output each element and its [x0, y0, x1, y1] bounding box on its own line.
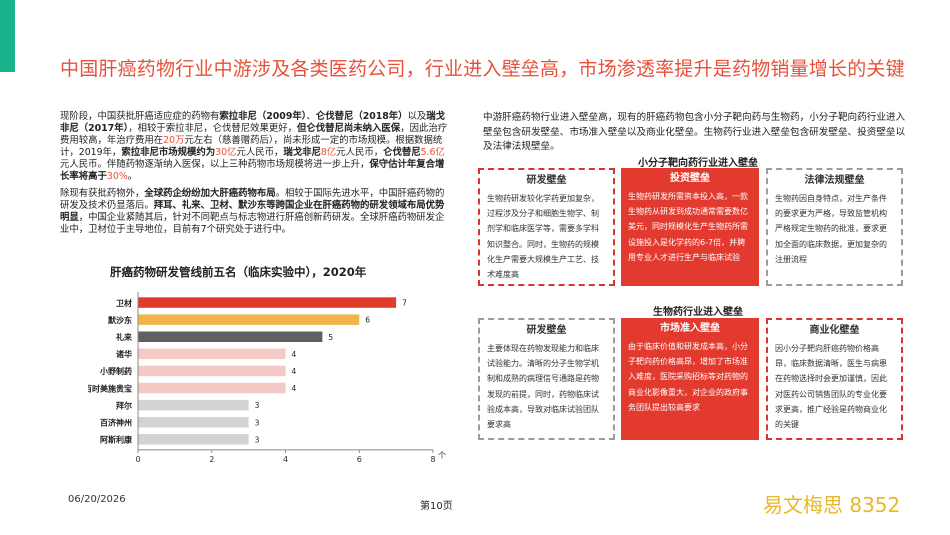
value-label: 5 — [328, 333, 333, 342]
value-label: 3 — [255, 435, 260, 444]
left-body-text: 现阶段，中国获批肝癌适应症的药物有索拉非尼（2009年）、仑伐替尼（2018年）… — [60, 111, 448, 240]
x-tick-label: 8 — [430, 455, 435, 464]
paragraph-global-layout: 除现有获批药物外，全球药企纷纷加大肝癌药物布局。相较于国际先进水平，中国肝癌药物… — [60, 188, 448, 236]
box-title: 商业化壁垒 — [809, 325, 860, 336]
value-label: 3 — [255, 401, 260, 410]
category-label: 礼来 — [116, 332, 133, 342]
small-molecule-barrier-heading: 小分子靶向药行业进入壁垒 — [638, 158, 758, 169]
category-label: 默沙东 — [108, 315, 132, 325]
p1-segment: 20万 — [163, 135, 185, 147]
p2-segment: 拜耳、礼来、卫材、默沙东等跨国企业在肝癌药物的研发领域布局优势明显 — [60, 199, 445, 223]
box-title: 投资壁垒 — [670, 173, 710, 184]
p1-segment: 现阶段，中国获批肝癌适应症的药物有 — [60, 111, 220, 122]
p1-segment: 瑞戈非尼（2017年） — [60, 111, 446, 135]
box-text: 生物药研发较化学药更加复杂，过程涉及分子和细胞生物学、制剂学和临床医学等，需要多… — [487, 194, 599, 280]
category-label: 百时美施贵宝 — [88, 383, 132, 393]
category-label: 小野制药 — [99, 366, 132, 376]
category-label: 百济神州 — [100, 417, 132, 427]
box-text: 生物药因自身特点，对生产条件的要求更为严格，导致监管机构严格规定生物药的批准，要… — [775, 194, 887, 264]
p1-segment: 30亿 — [215, 147, 237, 159]
biologic-barrier-heading: 生物药行业进入壁垒 — [653, 307, 743, 318]
p1-segment: 元左右（慈善赠药后），尚未形成一定的市场规模。根据数据统计，2019年， — [60, 135, 443, 159]
value-label: 4 — [292, 367, 297, 376]
paragraph-approved-drugs: 现阶段，中国获批肝癌适应症的药物有索拉非尼（2009年）、仑伐替尼（2018年）… — [60, 111, 448, 184]
category-label: 阿斯利康 — [100, 435, 133, 445]
footer-page-number: 第10页 — [420, 501, 453, 512]
value-label: 6 — [365, 316, 370, 325]
x-tick-label: 4 — [283, 455, 288, 464]
p1-segment: 仑伐替尼（2018年） — [315, 111, 408, 122]
box-text: 因小分子靶向肝癌药物价格高昂，临床数据清晰，医生与病患在药物选择时会更加谨慎，因… — [775, 344, 887, 430]
bar — [138, 399, 249, 411]
p1-segment: 仑伐替尼 — [383, 147, 421, 159]
p1-segment: 元人民币。伴随药物逐渐纳入医保，以上三种药物市场规模将进一步上升， — [60, 159, 370, 171]
footer-date: 06/20/2026 — [68, 494, 126, 505]
box-title: 法律法规壁垒 — [804, 175, 865, 186]
pipeline-bar-chart: 卫材 7 默沙东 6 礼来 5 诸华 4 小野制药 4 百时美施贵宝 4 拜尔 3 百济神州 3 阿斯利康 3 0 2… — [88, 292, 446, 464]
bar — [138, 331, 323, 342]
box-title: 市场准入壁垒 — [660, 323, 720, 334]
category-label: 卫材 — [116, 298, 132, 308]
p1-segment: 瑞戈非尼 — [283, 147, 321, 159]
bar — [138, 365, 286, 377]
box-text: 生物药研发所需资本投入高，一款生物药从研发到成功通常需要数亿美元，同时规模化生产… — [628, 192, 748, 262]
x-tick-label: 2 — [209, 455, 214, 464]
p1-segment: 30% — [106, 171, 128, 183]
page-title: 中国肝癌药物行业中游涉及各类医药公司，行业进入壁垒高，市场渗透率提升是药物销量增… — [60, 58, 905, 80]
value-label: 4 — [292, 350, 297, 359]
p1-segment: 但仑伐替尼尚未纳入医保 — [297, 123, 401, 135]
p1-segment: 元人民币， — [236, 147, 284, 159]
bar — [138, 348, 286, 360]
bar — [138, 382, 286, 394]
sm-rd-barrier-box: 研发壁垒 生物药研发较化学药更加复杂，过程涉及分子和细胞生物学、制剂学和临床医学… — [478, 168, 615, 286]
x-tick-label: 0 — [135, 455, 140, 464]
p1-segment: 。 — [127, 171, 138, 183]
p1-segment: 8亿 — [320, 147, 337, 159]
investment-barrier-box: 投资壁垒 生物药研发所需资本投入高，一款生物药从研发到成功通常需要数亿美元，同时… — [621, 168, 759, 286]
box-title: 研发壁垒 — [526, 325, 567, 336]
footer-brand-watermark: 易文梅思 8352 — [763, 493, 901, 517]
value-label: 3 — [255, 418, 260, 427]
category-label: 诸华 — [116, 349, 132, 359]
p1-segment: 索拉非尼（2009年） — [219, 111, 307, 122]
bar — [138, 314, 360, 325]
value-label: 7 — [402, 299, 407, 308]
box-title: 研发壁垒 — [526, 175, 567, 186]
x-unit-label: 个 — [438, 451, 446, 460]
accent-bar — [0, 0, 15, 72]
p1-segment: 、 — [306, 111, 316, 122]
p2-segment: 。相较于国际先进水平，中国肝癌药物的研发及技术仍显落后。 — [60, 187, 445, 211]
chart-title: 肝癌药物研发管线前五名（临床实验中），2020年 — [110, 265, 367, 279]
value-label: 4 — [292, 384, 297, 393]
p1-segment: ，相较于索拉非尼，仑伐替尼效果更好， — [128, 123, 298, 135]
category-label: 拜尔 — [116, 400, 132, 410]
box-text: 主要体现在药物发现能力和临床试验能力。清晰的分子生物学机制和成熟的病理信号通路是… — [487, 344, 599, 430]
box-text: 由于临床价值和研发成本高，小分子靶向药价格高昂，增加了市场准入难度，医院采购招标… — [628, 342, 748, 412]
market-access-barrier-box: 市场准入壁垒 由于临床价值和研发成本高，小分子靶向药价格高昂，增加了市场准入难度… — [621, 318, 759, 440]
x-tick-label: 6 — [357, 455, 362, 464]
bar — [138, 434, 249, 445]
p2-segment: ，中国企业紧随其后，针对不同靶点与标志物进行肝癌创新药研发。全球肝癌药物研发企业… — [60, 211, 445, 235]
bar — [138, 417, 249, 428]
p1-segment: 索拉非尼市场规模约为 — [121, 147, 216, 159]
right-intro-text: 中游肝癌药物行业进入壁垒高，现有的肝癌药物包含小分子靶向药与生物药，小分子靶向药… — [483, 112, 906, 152]
p1-segment: 元人民币， — [336, 147, 384, 159]
p1-segment: 5.6亿 — [420, 147, 445, 159]
regulation-barrier-box: 法律法规壁垒 生物药因自身特点，对生产条件的要求更为严格，导致监管机构严格规定生… — [766, 168, 903, 286]
bio-rd-barrier-box: 研发壁垒 主要体现在药物发现能力和临床试验能力。清晰的分子生物学机制和成熟的病理… — [478, 318, 615, 440]
p1-segment: ，因此治疗费用较高，年治疗费用在 — [60, 123, 448, 147]
p2-segment: 除现有获批药物外， — [60, 187, 145, 199]
bar — [138, 297, 397, 308]
p1-segment: 以及 — [407, 111, 427, 122]
commercialization-barrier-box: 商业化壁垒 因小分子靶向肝癌药物价格高昂，临床数据清晰，医生与病患在药物选择时会… — [766, 318, 903, 440]
p1-segment: 保守估计年复合增长率将高于 — [60, 159, 445, 183]
p2-segment: 全球药企纷纷加大肝癌药物布局 — [144, 187, 276, 199]
